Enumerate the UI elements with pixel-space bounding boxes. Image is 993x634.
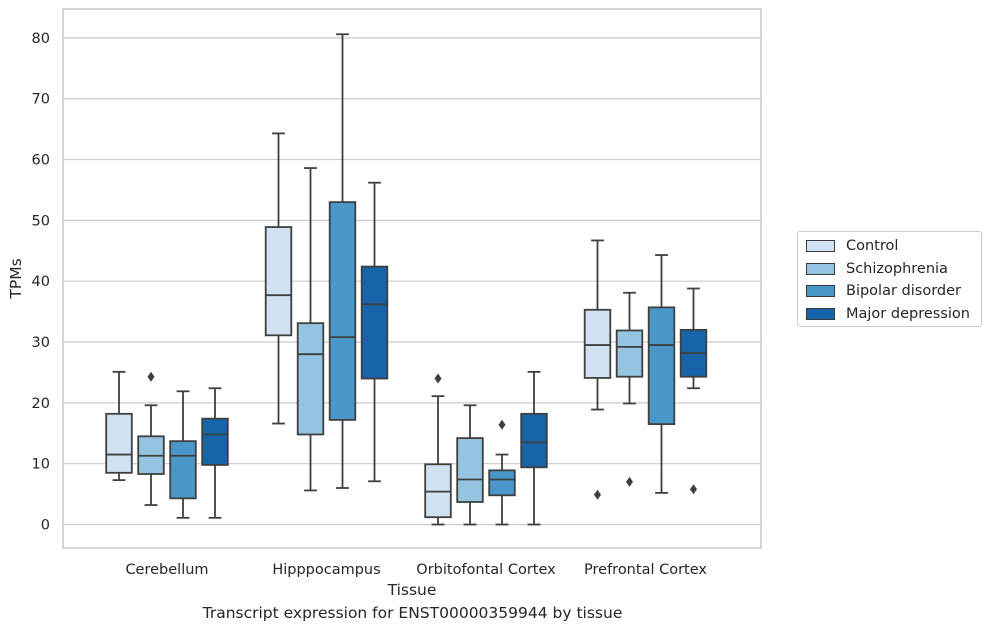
- legend-swatch: [806, 262, 835, 275]
- y-axis-label: TPMs: [7, 258, 25, 299]
- y-tick-40: 40: [32, 274, 50, 290]
- legend-label: Major depression: [846, 305, 970, 322]
- iqr-box: [520, 412, 548, 469]
- x-tick-1: Hipppocampus: [272, 562, 380, 578]
- y-tick-10: 10: [32, 457, 50, 473]
- iqr-box: [424, 463, 452, 519]
- box-schizophrenia-2: [456, 404, 484, 526]
- y-tick-60: 60: [32, 153, 50, 169]
- legend-swatch: [806, 285, 835, 298]
- chart-title: Transcript expression for ENST0000035994…: [202, 604, 623, 622]
- y-tick-50: 50: [32, 213, 50, 229]
- outlier-point: [690, 484, 697, 495]
- box-major-depression-2: [520, 370, 548, 526]
- iqr-box: [264, 226, 293, 337]
- iqr-box: [615, 329, 644, 378]
- legend-item-0: Control: [806, 235, 981, 258]
- legend: Control Schizophrenia Bipolar disorder Majo…: [797, 231, 982, 327]
- box-control-3: [583, 239, 612, 500]
- box-bipolar-disorder-0: [169, 390, 197, 519]
- outlier-point: [626, 476, 633, 487]
- box-bipolar-disorder-2: [488, 419, 516, 526]
- iqr-box: [296, 322, 325, 436]
- legend-item-3: Major depression: [806, 303, 981, 326]
- y-tick-30: 30: [32, 335, 50, 351]
- outlier-point: [498, 419, 506, 430]
- box-major-depression-1: [360, 181, 389, 483]
- y-tick-20: 20: [32, 396, 50, 412]
- legend-item-1: Schizophrenia: [806, 258, 981, 281]
- iqr-box: [488, 469, 516, 497]
- plot-frame: [62, 8, 762, 549]
- y-tick-80: 80: [32, 31, 50, 47]
- legend-label: Schizophrenia: [846, 260, 948, 277]
- box-schizophrenia-1: [296, 167, 325, 492]
- iqr-box: [201, 417, 229, 466]
- box-bipolar-disorder-1: [328, 33, 357, 489]
- x-tick-3: Prefrontal Cortex: [584, 562, 707, 578]
- legend-label: Bipolar disorder: [846, 283, 961, 300]
- x-tick-0: Cerebellum: [125, 562, 208, 578]
- iqr-box: [456, 437, 484, 503]
- box-bipolar-disorder-3: [647, 254, 676, 494]
- plot-boxes: [105, 33, 708, 526]
- box-control-1: [264, 132, 293, 425]
- iqr-box: [360, 265, 389, 380]
- outlier-point: [434, 373, 442, 384]
- y-tick-0: 0: [41, 518, 50, 534]
- x-axis-label: Tissue: [387, 581, 437, 599]
- iqr-box: [583, 308, 612, 379]
- gridlines: [63, 37, 761, 526]
- x-tick-2: Orbitofontal Cortex: [416, 562, 556, 578]
- box-schizophrenia-0: [137, 371, 165, 506]
- y-tick-labels: 0 10 20 30 40 50 60 70 80: [32, 31, 50, 534]
- iqr-box: [169, 440, 197, 500]
- legend-swatch: [806, 307, 835, 320]
- box-control-2: [424, 373, 452, 526]
- legend-label: Control: [846, 238, 899, 255]
- y-tick-70: 70: [32, 92, 50, 108]
- outlier-point: [147, 371, 155, 382]
- iqr-box: [328, 201, 357, 421]
- iqr-box: [105, 412, 133, 474]
- box-major-depression-3: [679, 287, 708, 495]
- box-major-depression-0: [201, 387, 229, 519]
- box-control-0: [105, 370, 133, 481]
- iqr-box: [647, 306, 676, 426]
- legend-item-2: Bipolar disorder: [806, 280, 981, 303]
- legend-swatch: [806, 240, 835, 253]
- x-tick-labels: Cerebellum Hipppocampus Orbitofontal Corte…: [125, 562, 707, 578]
- outlier-point: [594, 489, 601, 500]
- box-schizophrenia-3: [615, 291, 644, 487]
